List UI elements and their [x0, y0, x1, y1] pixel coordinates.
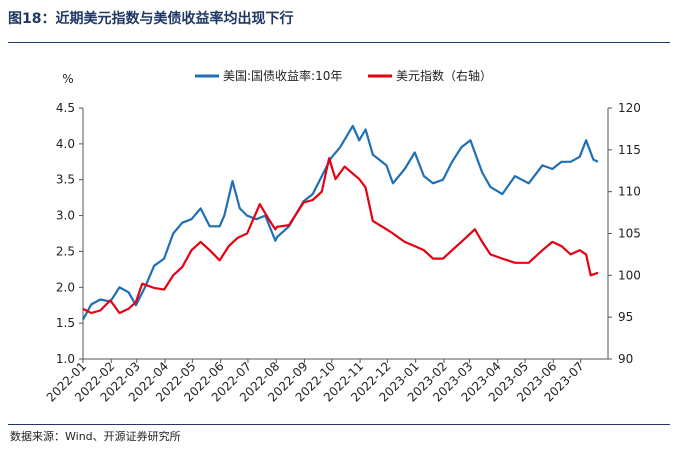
y-right-tick-label: 100 — [618, 268, 641, 282]
series-line-usd-index — [82, 157, 599, 315]
legend-label-usd-index: 美元指数（右轴） — [396, 68, 492, 83]
y-left-tick-label: 1.0 — [56, 352, 75, 366]
y-left-tick-label: 2.0 — [56, 280, 75, 294]
title-rule — [8, 42, 670, 43]
y-left-tick-label: 3.5 — [56, 173, 75, 187]
y-left-tick-label: 1.5 — [56, 316, 75, 330]
y-left-tick-label: 2.5 — [56, 244, 75, 258]
y-right-tick-label: 110 — [618, 185, 641, 199]
y-right-tick-label: 90 — [618, 352, 633, 366]
y-unit-label: % — [62, 72, 73, 86]
source-rule — [8, 424, 670, 425]
y-left-tick-label: 4.0 — [56, 137, 75, 151]
y-right-tick-label: 105 — [618, 227, 641, 241]
figure-title: 图18：近期美元指数与美债收益率均出现下行 — [8, 11, 294, 27]
y-right-tick-label: 120 — [618, 101, 641, 115]
y-right-tick-label: 95 — [618, 310, 633, 324]
legend-label-us-10y-yield: 美国:国债收益率:10年 — [223, 68, 342, 83]
y-left-tick-label: 3.0 — [56, 209, 75, 223]
data-source-note: 数据来源：Wind、开源证券研究所 — [10, 430, 181, 443]
series-line-us-10y-yield — [82, 124, 599, 321]
y-right-tick-label: 115 — [618, 143, 641, 157]
y-left-tick-label: 4.5 — [56, 101, 75, 115]
